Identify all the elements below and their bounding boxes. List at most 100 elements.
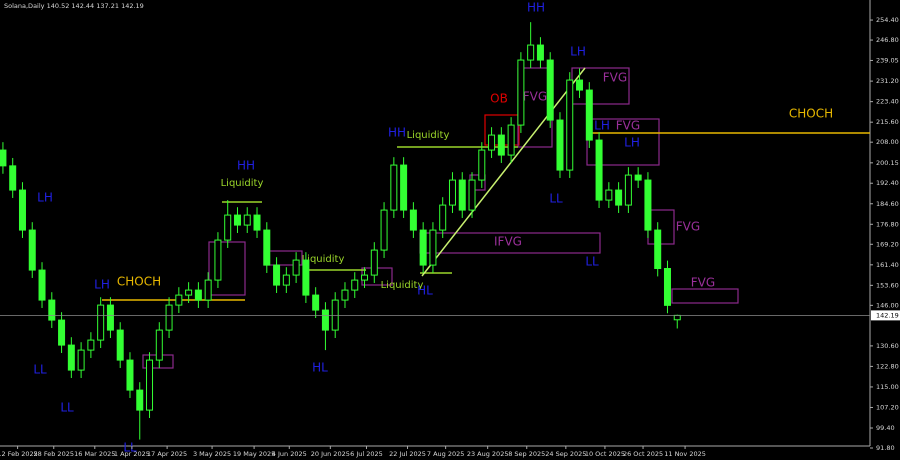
- candle-body: [497, 134, 505, 156]
- y-tick-label: 239.05: [876, 56, 899, 64]
- annotation: FVG: [616, 119, 640, 133]
- candle-body: [155, 329, 163, 361]
- y-tick-label: 208.00: [876, 138, 899, 146]
- candle-body: [243, 214, 251, 226]
- annotation: HH: [527, 1, 545, 15]
- annotation: Liquidity: [302, 254, 345, 265]
- candle-body: [448, 179, 456, 206]
- x-tick-label: 16 Mar 2025: [74, 450, 115, 458]
- candle-body: [673, 314, 681, 321]
- candle-body: [116, 329, 124, 361]
- x-tick-label: 4 Jun 2025: [272, 450, 307, 458]
- annotation: CHOCH: [117, 275, 161, 289]
- candle-body: [233, 214, 241, 226]
- annotation: LL: [60, 401, 74, 415]
- candles: [0, 22, 681, 440]
- y-tick-label: 115.00: [876, 383, 899, 391]
- x-tick-label: 11 Nov 2025: [664, 450, 706, 458]
- candle-body: [536, 44, 544, 61]
- candle-body: [48, 299, 56, 321]
- x-tick-label: 7 Aug 2025: [427, 450, 465, 458]
- y-tick-label: 153.60: [876, 281, 899, 289]
- annotation: LH: [594, 119, 610, 133]
- candle-body: [361, 274, 369, 281]
- x-tick-label: 17 Apr 2025: [147, 450, 187, 458]
- candle-body: [282, 274, 290, 286]
- candle-body: [400, 164, 408, 211]
- candle-body: [634, 174, 642, 181]
- current-price-label: 142.19: [876, 311, 899, 319]
- candle-body: [488, 134, 496, 151]
- zone: [586, 118, 660, 166]
- candle-body: [28, 229, 36, 271]
- annotation: LL: [33, 363, 47, 377]
- x-tick-label: 26 Oct 2025: [623, 450, 663, 458]
- annotation: FVG: [603, 71, 627, 85]
- candle-body: [595, 139, 603, 201]
- candle-body: [312, 294, 320, 311]
- y-tick-label: 107.20: [876, 403, 899, 411]
- x-tick-label: 3 May 2025: [193, 450, 231, 458]
- y-tick-label: 223.40: [876, 98, 899, 106]
- candle-body: [546, 59, 554, 121]
- candle-body: [576, 79, 584, 91]
- annotation: HL: [312, 361, 328, 375]
- y-tick-label: 161.40: [876, 261, 899, 269]
- annotation: LL: [123, 441, 137, 455]
- candle-body: [390, 164, 398, 211]
- trend-line: [421, 67, 586, 277]
- candle-body: [253, 214, 261, 231]
- candle-body: [214, 239, 222, 281]
- header: Solana,Daily 140.52 142.44 137.21 142.19: [4, 2, 144, 10]
- candle-body: [468, 179, 476, 211]
- y-tick-label: 254.40: [876, 16, 899, 24]
- annotation: Liquidity: [407, 130, 450, 141]
- y-tick-label: 91.80: [876, 444, 895, 452]
- last-low: 137.21: [96, 2, 119, 10]
- annotation: IFVG: [494, 235, 522, 249]
- candle-body: [419, 229, 427, 266]
- annotation: FVG: [523, 90, 547, 104]
- symbol: Solana,Daily: [4, 2, 45, 10]
- annotation: LH: [37, 191, 53, 205]
- annotation: HH: [388, 126, 406, 140]
- candle-body: [380, 209, 388, 251]
- candle-body: [106, 304, 114, 331]
- levels: [102, 67, 870, 301]
- candle-body: [341, 289, 349, 301]
- candle-body: [185, 289, 193, 296]
- candle-body: [351, 279, 359, 291]
- annotation: LH: [624, 136, 640, 150]
- candle-body: [224, 214, 232, 241]
- y-tick-label: 146.00: [876, 301, 899, 309]
- candle-body: [77, 349, 85, 371]
- candle-body: [58, 319, 66, 346]
- y-tick-label: 176.80: [876, 220, 899, 228]
- candle-body: [0, 149, 7, 167]
- candle-body: [370, 249, 378, 276]
- candle-body: [302, 259, 310, 296]
- x-tick-label: 10 Oct 2025: [585, 450, 625, 458]
- candle-body: [194, 289, 202, 301]
- annotation: LH: [570, 45, 586, 59]
- y-tick-label: 192.40: [876, 179, 899, 187]
- annotation: LL: [585, 255, 599, 269]
- x-tick-label: 20 Jun 2025: [311, 450, 350, 458]
- candle-body: [556, 119, 564, 171]
- candle-body: [18, 189, 26, 231]
- candle-body: [38, 269, 46, 301]
- candle-body: [644, 179, 652, 231]
- annotation: LL: [549, 192, 563, 206]
- y-tick-label: 130.60: [876, 342, 899, 350]
- candle-body: [87, 339, 95, 351]
- candle-body: [273, 264, 281, 286]
- candle-body: [566, 79, 574, 171]
- candle-body: [292, 259, 300, 276]
- annotation: CHOCH: [789, 107, 833, 121]
- y-tick-label: 215.60: [876, 118, 899, 126]
- x-tick-label: 24 Sep 2025: [545, 450, 586, 458]
- candle-body: [439, 204, 447, 231]
- annotation: LH: [94, 278, 110, 292]
